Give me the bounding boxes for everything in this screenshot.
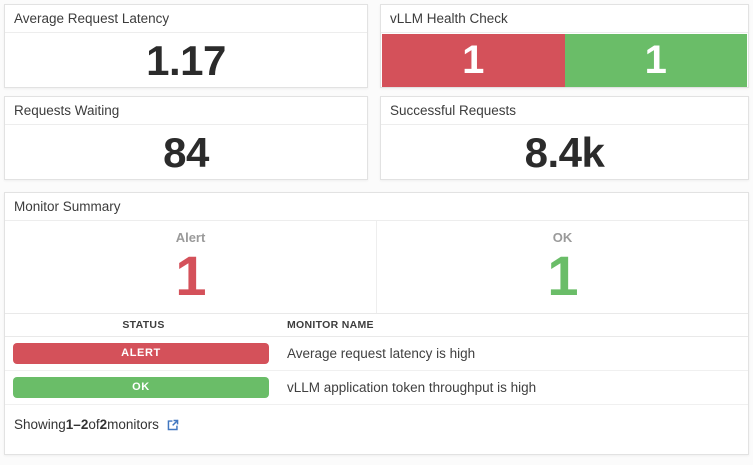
query-value: 1.17 <box>146 36 226 84</box>
health-check-ok-segment: 1 <box>564 34 747 87</box>
status-badge: OK <box>13 377 269 398</box>
monitor-name: vLLM application token throughput is hig… <box>287 380 537 395</box>
footer-total: 2 <box>99 417 108 432</box>
ok-count-label: OK <box>552 230 573 245</box>
alert-count-column[interactable]: Alert 1 <box>5 221 377 313</box>
footer-of-text: of <box>88 417 100 432</box>
health-check-alert-segment: 1 <box>382 34 565 87</box>
widget-requests-waiting: Requests Waiting 84 <box>4 96 368 180</box>
footer-range: 1–2 <box>65 417 89 432</box>
monitor-table-header: STATUS MONITOR NAME <box>5 313 748 337</box>
table-row[interactable]: ALERT Average request latency is high <box>5 337 748 371</box>
monitor-status-counts: Alert 1 OK 1 <box>5 221 748 313</box>
health-check-segments: 1 1 <box>382 34 747 87</box>
footer-monitors-text: monitors <box>107 417 159 432</box>
status-badge: ALERT <box>13 343 269 364</box>
widget-title: Successful Requests <box>381 97 748 125</box>
footer-showing-text: Showing <box>14 417 66 432</box>
column-header-monitor-name: MONITOR NAME <box>287 319 374 331</box>
alert-count-value: 1 <box>175 244 206 307</box>
table-row[interactable]: OK vLLM application token throughput is … <box>5 371 748 405</box>
widget-vllm-health-check: vLLM Health Check 1 1 <box>380 4 749 88</box>
external-link-icon[interactable] <box>166 418 180 432</box>
column-header-status: STATUS <box>122 319 165 331</box>
monitor-name: Average request latency is high <box>287 346 476 361</box>
ok-count-column[interactable]: OK 1 <box>377 221 748 313</box>
widget-title: Average Request Latency <box>5 5 367 33</box>
widget-title: Requests Waiting <box>5 97 367 125</box>
ok-count-value: 1 <box>547 244 578 307</box>
widget-monitor-summary: Monitor Summary Alert 1 OK 1 STATUS MONI… <box>4 192 749 455</box>
query-value: 84 <box>163 128 209 176</box>
widget-average-request-latency: Average Request Latency 1.17 <box>4 4 368 88</box>
table-footer: Showing 1–2 of 2 monitors <box>5 405 748 432</box>
widget-successful-requests: Successful Requests 8.4k <box>380 96 749 180</box>
query-value: 8.4k <box>524 128 605 176</box>
widget-title: Monitor Summary <box>5 193 748 221</box>
alert-count-label: Alert <box>175 230 206 245</box>
widget-title: vLLM Health Check <box>381 5 748 33</box>
